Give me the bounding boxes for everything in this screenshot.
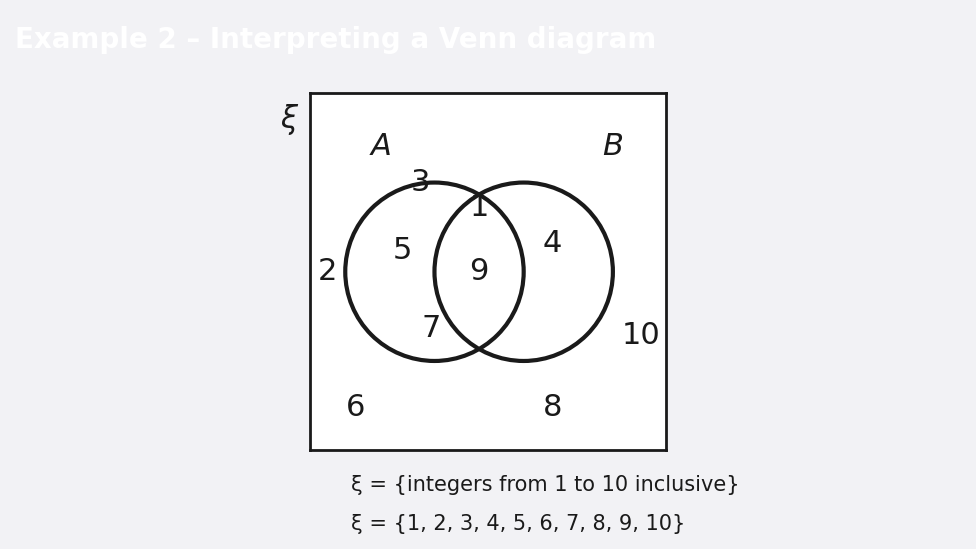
Text: 1: 1 — [469, 193, 489, 222]
Text: ξ: ξ — [280, 104, 297, 135]
Text: 7: 7 — [422, 315, 440, 343]
Text: 3: 3 — [411, 168, 430, 197]
Text: 6: 6 — [346, 393, 366, 422]
Text: A: A — [371, 132, 391, 161]
Text: 10: 10 — [622, 322, 661, 350]
Text: 8: 8 — [543, 393, 562, 422]
Text: ξ = {1, 2, 3, 4, 5, 6, 7, 8, 9, 10}: ξ = {1, 2, 3, 4, 5, 6, 7, 8, 9, 10} — [351, 514, 685, 534]
Text: Example 2 – Interpreting a Venn diagram: Example 2 – Interpreting a Venn diagram — [15, 26, 656, 54]
Text: 5: 5 — [392, 236, 412, 265]
Text: 4: 4 — [543, 229, 562, 257]
Text: 2: 2 — [318, 257, 337, 286]
Text: ξ = {integers from 1 to 10 inclusive}: ξ = {integers from 1 to 10 inclusive} — [351, 475, 740, 495]
Text: B: B — [602, 132, 624, 161]
Text: 9: 9 — [469, 257, 489, 286]
